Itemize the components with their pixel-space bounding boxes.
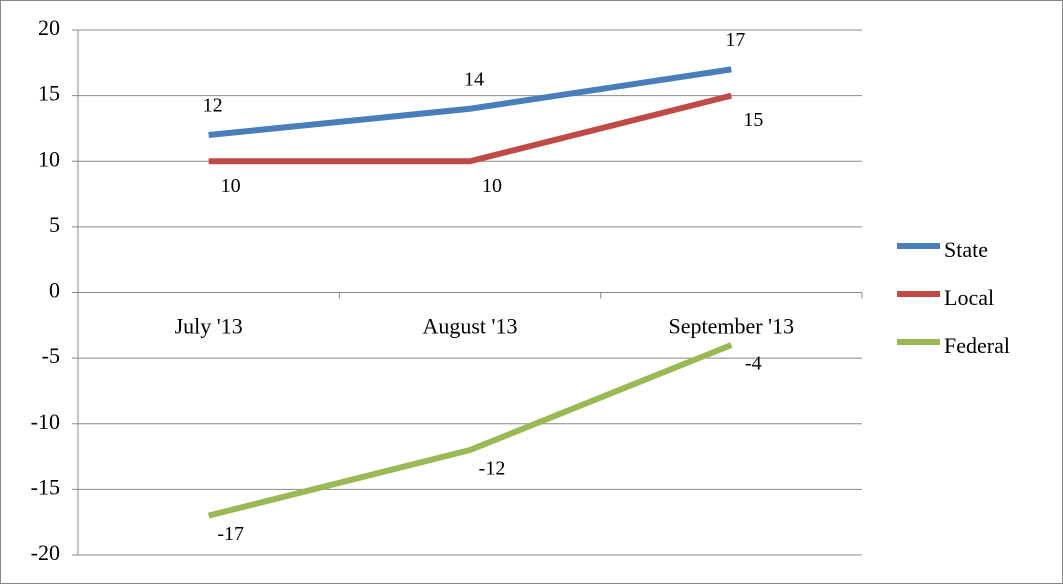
series-line [208,66,732,138]
y-tick-label: 0 [49,278,60,303]
legend-label: Federal [944,333,1010,358]
y-tick-label: 15 [38,81,60,106]
series-line [207,342,733,519]
y-tick-label: -15 [31,474,60,499]
data-label: 15 [743,109,763,131]
y-tick-label: 20 [38,15,60,40]
data-label: 10 [482,175,502,197]
series-line [208,92,733,165]
y-tick-label: -5 [42,343,60,368]
y-tick-label: 10 [38,146,60,171]
data-label: 17 [725,29,745,51]
data-label: -17 [217,523,244,545]
legend-label: State [944,237,988,262]
y-tick-label: -20 [31,540,60,565]
y-tick-label: -10 [31,409,60,434]
data-label: 12 [203,95,223,117]
x-tick-label: July '13 [175,314,243,339]
data-label: 14 [464,68,484,90]
data-label: -4 [745,353,762,375]
x-tick-label: September '13 [669,314,795,339]
x-tick-label: August '13 [422,314,517,339]
y-tick-label: 5 [49,212,60,237]
legend-label: Local [944,285,994,310]
data-label: -12 [479,458,506,480]
data-label: 10 [221,175,241,197]
